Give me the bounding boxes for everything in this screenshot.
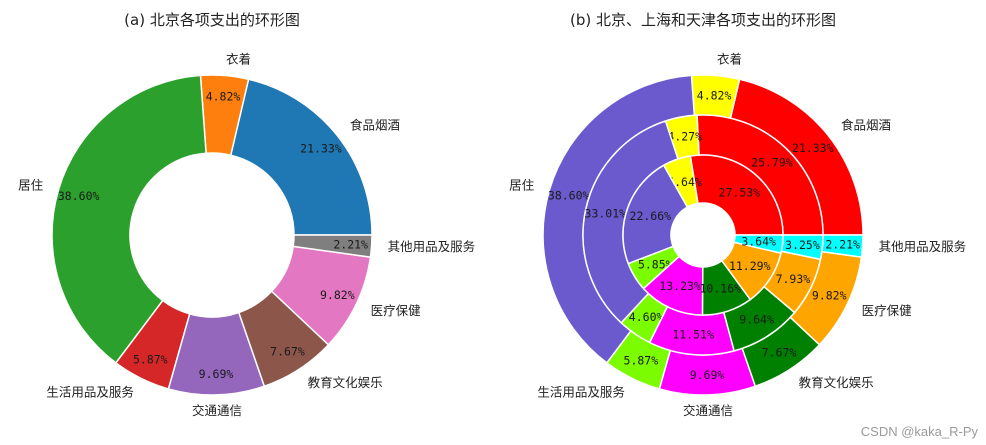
- category-label-4: 生活用品及服务: [537, 385, 625, 400]
- wedge-3-1: [689, 154, 784, 236]
- pct-label-2-5: 11.51%: [672, 328, 714, 342]
- pct-label-1-5: 9.69%: [690, 368, 725, 382]
- pct-label-1-5: 9.69%: [199, 367, 234, 381]
- chart-a-title: (a) 北京各项支出的环形图: [124, 11, 300, 29]
- category-label-8: 其他用品及服务: [879, 239, 967, 254]
- category-label-2: 衣着: [717, 52, 742, 67]
- pct-label-2-1: 25.79%: [751, 156, 793, 170]
- pct-label-3-5: 13.23%: [659, 279, 701, 293]
- category-label-7: 医疗保健: [862, 303, 913, 318]
- pct-label-1-7: 9.82%: [320, 288, 355, 302]
- category-label-2: 衣着: [226, 52, 251, 67]
- watermark: CSDN @kaka_R-Py: [860, 424, 978, 439]
- category-label-1: 食品烟酒: [841, 118, 891, 133]
- pct-label-3-1: 27.53%: [719, 185, 761, 199]
- pct-label-1-6: 7.67%: [762, 346, 797, 360]
- category-label-7: 医疗保健: [371, 303, 422, 318]
- chart-b-nested-donut: 21.33% 4.82% 38.60% 5.87% 9.69% 7.67% 9.82% 2.2…: [509, 52, 966, 418]
- pct-label-3-8: 3.64%: [741, 234, 776, 248]
- wedge-3-3: [622, 164, 689, 265]
- pct-label-2-2: 4.27%: [667, 130, 702, 144]
- pct-label-1-4: 5.87%: [133, 353, 168, 367]
- pct-label-1-1: 21.33%: [300, 142, 342, 156]
- chart-a-donut: 21.33% 4.82% 38.60% 5.87% 9.69% 7.67% 9.82% 2.2…: [18, 52, 475, 418]
- pct-label-3-3: 22.66%: [630, 209, 672, 223]
- wedge-1-8: [292, 234, 373, 258]
- pct-label-1-8: 2.21%: [333, 238, 368, 252]
- pct-label-1-8: 2.21%: [825, 238, 860, 252]
- category-label-5: 交通通信: [192, 403, 242, 418]
- pct-label-1-2: 4.82%: [697, 88, 732, 102]
- pct-label-2-8: 3.25%: [785, 238, 820, 252]
- category-label-1: 食品烟酒: [350, 118, 400, 133]
- pct-label-2-3: 33.01%: [585, 207, 627, 221]
- pct-label-2-4: 4.60%: [629, 310, 664, 324]
- pct-label-2-7: 7.93%: [776, 272, 811, 286]
- pct-label-1-6: 7.67%: [270, 345, 305, 359]
- pct-label-1-7: 9.82%: [812, 289, 847, 303]
- wedge-3-8: [733, 234, 784, 255]
- category-label-3: 居住: [509, 177, 535, 192]
- chart-b-title: (b) 北京、上海和天津各项支出的环形图: [570, 11, 836, 29]
- category-label-6: 教育文化娱乐: [799, 375, 874, 390]
- pct-label-1-3: 38.60%: [58, 189, 100, 203]
- pct-label-1-1: 21.33%: [792, 141, 834, 155]
- category-label-8: 其他用品及服务: [388, 239, 476, 254]
- wedge-1-3: [51, 74, 207, 364]
- category-label-4: 生活用品及服务: [46, 385, 134, 400]
- pct-label-1-3: 38.60%: [548, 188, 590, 202]
- pct-label-1-4: 5.87%: [624, 353, 659, 367]
- pct-label-1-2: 4.82%: [206, 89, 241, 103]
- category-label-3: 居住: [18, 177, 44, 192]
- pct-label-3-4: 5.85%: [638, 257, 673, 271]
- wedge-1-1: [229, 78, 373, 236]
- pct-label-2-6: 9.64%: [739, 312, 774, 326]
- pct-label-3-7: 11.29%: [729, 259, 771, 273]
- pct-label-3-6: 10.16%: [699, 281, 741, 295]
- category-label-5: 交通通信: [683, 403, 733, 418]
- category-label-6: 教育文化娱乐: [308, 375, 383, 390]
